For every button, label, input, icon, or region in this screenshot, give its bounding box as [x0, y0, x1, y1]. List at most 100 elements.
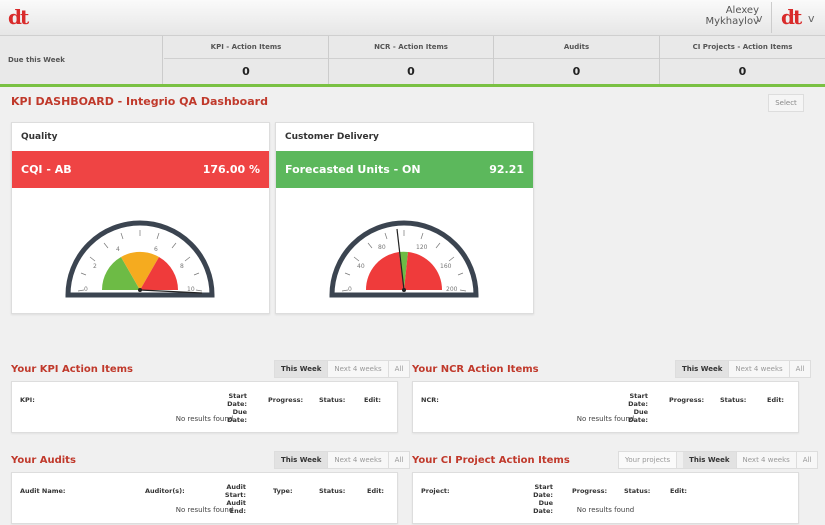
tab-next-4-weeks[interactable]: Next 4 weeks [328, 452, 389, 468]
tab-this-week[interactable]: This Week [275, 452, 329, 468]
user-name[interactable]: Alexey Mykhaylov [705, 5, 759, 27]
col-header: Auditor(s): [145, 487, 185, 495]
section-title-ci: Your CI Project Action Items [412, 455, 570, 466]
col-header: Start Date: Due Date: [521, 483, 553, 515]
gauge-zone-green [101, 257, 140, 290]
stat-audits[interactable]: Audits 0 [494, 36, 660, 84]
col-header: Start Date: Due Date: [217, 392, 247, 424]
kpi-metric: Forecasted Units - ON [285, 163, 421, 176]
tab-this-week[interactable]: This Week [275, 361, 329, 377]
col-header-due: Due Date: [533, 499, 553, 515]
gauge-zone-amber [121, 251, 159, 290]
tab-next-4-weeks[interactable]: Next 4 weeks [736, 452, 797, 468]
empty-message: No results found [576, 506, 635, 514]
gauge-tick-label: 8 [180, 263, 184, 270]
empty-message: No results found [175, 506, 234, 514]
col-header: Audit Start: Audit End: [210, 483, 246, 515]
kpi-value: 92.21 [489, 163, 524, 176]
gauge-pivot [138, 288, 142, 292]
gauge-pivot [402, 288, 406, 292]
col-header: Status: [319, 396, 346, 404]
col-header: Edit: [767, 396, 785, 404]
topbar-divider [771, 2, 772, 33]
tab-next-4-weeks[interactable]: Next 4 weeks [328, 361, 389, 377]
col-header: KPI: [20, 396, 35, 404]
ci-project-action-items-table: Project: Start Date: Due Date: Progress:… [412, 472, 799, 524]
tab-this-week[interactable]: This Week [683, 452, 737, 468]
kpi-metric: CQI - AB [21, 163, 72, 176]
page-title: KPI DASHBOARD - Integrio QA Dashboard [11, 95, 268, 108]
ci-tabs: Your projects This Week Next 4 weeks All [618, 451, 819, 469]
col-header: Progress: [268, 396, 304, 404]
stat-value: 0 [242, 65, 250, 78]
kpi-tabs: This Week Next 4 weeks All [274, 360, 411, 378]
gauge-tick-label: 160 [440, 263, 452, 270]
stat-value: 0 [572, 65, 581, 78]
kpi-banner[interactable]: Forecasted Units - ON 92.21 [276, 151, 533, 188]
stat-label: CI Projects - Action Items [660, 36, 825, 59]
col-header: Status: [624, 487, 651, 495]
select-button[interactable]: Select [768, 94, 804, 112]
col-header: Status: [720, 396, 747, 404]
card-title: Quality [21, 132, 58, 142]
card-title: Customer Delivery [285, 132, 379, 142]
gauge-zone-red [140, 257, 179, 290]
section-title-ncr: Your NCR Action Items [412, 364, 539, 375]
section-title-audits: Your Audits [11, 455, 76, 466]
quality-gauge: 0 2 4 6 8 10 [65, 220, 215, 298]
due-this-week-label: Due this Week [0, 36, 163, 84]
col-header-start: Start Date: [227, 392, 247, 408]
gauge-zone-red-right [404, 252, 443, 290]
delivery-gauge: 0 40 80 120 160 200 [329, 220, 479, 298]
due-strip [0, 36, 825, 87]
gauge-tick-label: 80 [378, 244, 386, 251]
tab-all[interactable]: All [388, 452, 410, 468]
stat-kpi-action-items[interactable]: KPI - Action Items 0 [164, 36, 329, 84]
user-menu-chevron-icon[interactable]: v [756, 12, 763, 25]
kpi-banner[interactable]: CQI - AB 176.00 % [12, 151, 269, 188]
stat-ci-projects-action-items[interactable]: CI Projects - Action Items 0 [660, 36, 825, 84]
col-header-audit-end: Audit End: [226, 499, 246, 515]
gauge-tick-label: 0 [348, 286, 352, 293]
col-header: Edit: [364, 396, 382, 404]
col-header-start: Start Date: [533, 483, 553, 499]
col-header-audit-start: Audit Start: [224, 483, 246, 499]
col-header: Edit: [670, 487, 688, 495]
company-menu-chevron-icon[interactable]: v [808, 12, 815, 25]
tab-next-4-weeks[interactable]: Next 4 weeks [729, 361, 790, 377]
ncr-action-items-table: NCR: Start Date: Due Date: Progress: Sta… [412, 381, 799, 433]
col-header: Audit Name: [20, 487, 66, 495]
stat-label: KPI - Action Items [164, 36, 328, 59]
gauge-card-customer-delivery: Customer Delivery Forecasted Units - ON … [275, 122, 534, 314]
gauge-tick-label: 6 [154, 246, 158, 253]
col-header: Progress: [572, 487, 608, 495]
top-bar: dt Alexey Mykhaylov v dt v [0, 0, 825, 36]
col-header: Project: [421, 487, 450, 495]
col-header: Start Date: Due Date: [618, 392, 648, 424]
col-header: NCR: [421, 396, 439, 404]
user-last-name: Mykhaylov [705, 16, 759, 27]
gauge-tick-label: 10 [187, 286, 195, 293]
gauge-tick-label: 0 [84, 286, 88, 293]
col-header-due: Due Date: [227, 408, 247, 424]
gauge-needle [139, 289, 203, 294]
gauge-tick-label: 4 [116, 246, 120, 253]
tab-all[interactable]: All [796, 452, 818, 468]
empty-message: No results found [175, 415, 234, 423]
app-logo[interactable]: dt [8, 5, 29, 29]
gauge-tick-label: 2 [93, 263, 97, 270]
gauge-ticks [341, 230, 467, 292]
tab-all[interactable]: All [388, 361, 410, 377]
empty-message: No results found [576, 415, 635, 423]
company-logo[interactable]: dt [781, 5, 802, 29]
gauge-tick-label: 120 [416, 244, 428, 251]
user-first-name: Alexey [725, 5, 759, 16]
stat-ncr-action-items[interactable]: NCR - Action Items 0 [329, 36, 494, 84]
tab-all[interactable]: All [789, 361, 811, 377]
stat-value: 0 [738, 65, 747, 78]
kpi-action-items-table: KPI: Start Date: Due Date: Progress: Sta… [11, 381, 398, 433]
audits-table: Audit Name: Auditor(s): Audit Start: Aud… [11, 472, 398, 524]
tab-your-projects[interactable]: Your projects [619, 452, 678, 468]
tab-this-week[interactable]: This Week [676, 361, 730, 377]
gauge-tick-label: 200 [446, 286, 458, 293]
